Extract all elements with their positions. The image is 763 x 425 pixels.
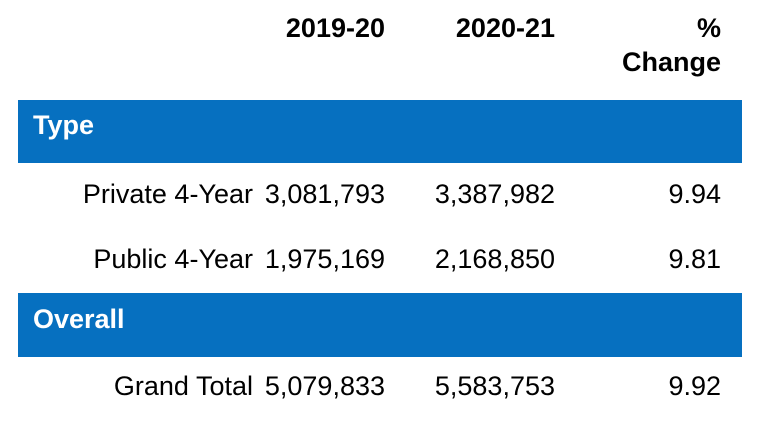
value-pct-change: 9.94: [668, 179, 721, 209]
pct-change-header-line1: %: [696, 13, 721, 43]
row-label: Grand Total: [113, 370, 253, 401]
header-spacer-cell: [18, 11, 253, 100]
section-header-overall-label: Overall: [33, 303, 125, 334]
table-row-public-4-year: Public 4-Year 1,975,169 2,168,850 9.81: [18, 226, 742, 293]
row-label: Public 4-Year: [93, 244, 253, 274]
value-2019-20: 1,975,169: [264, 244, 385, 274]
value-2019-20: 3,081,793: [264, 179, 385, 209]
value-pct-change: 9.81: [668, 244, 721, 274]
column-header-2020-21: 2020-21: [455, 13, 555, 43]
table-header-row: 2019-20 2020-21 % Change: [18, 0, 742, 100]
table-body: 2019-20 2020-21 % Change Type Private 4-…: [18, 0, 742, 425]
row-label: Private 4-Year: [82, 179, 253, 209]
value-2020-21: 2,168,850: [434, 244, 555, 274]
value-2020-21: 5,583,753: [434, 370, 555, 401]
value-2019-20: 5,079,833: [264, 370, 385, 401]
column-header-pct-change: % Change: [555, 11, 742, 100]
value-2020-21: 3,387,982: [434, 179, 555, 209]
section-header-overall: Overall: [18, 293, 742, 357]
table-row-grand-total: Grand Total 5,079,833 5,583,753 9.92: [18, 357, 742, 425]
section-header-type-label: Type: [33, 110, 95, 140]
section-header-type: Type: [18, 100, 742, 163]
table-row-private-4-year: Private 4-Year 3,081,793 3,387,982 9.94: [18, 163, 742, 226]
pct-change-header-line2: Change: [621, 47, 721, 77]
column-header-2019-20: 2019-20: [285, 13, 385, 43]
value-pct-change: 9.92: [668, 370, 721, 401]
